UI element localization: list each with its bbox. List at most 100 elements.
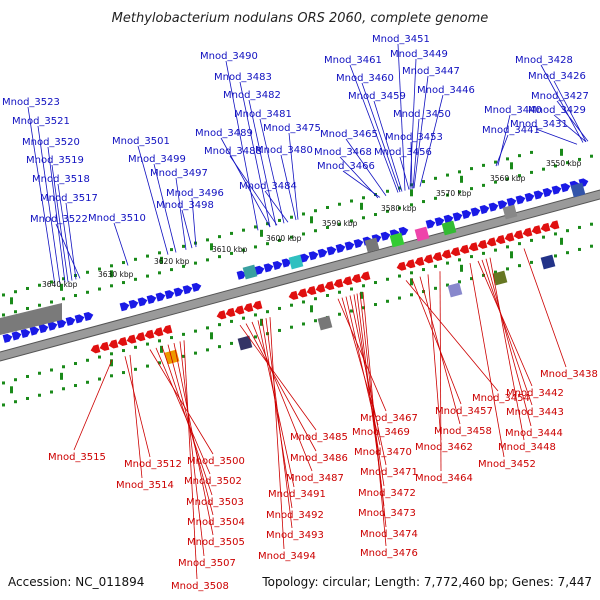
- reverse-gene-arrow: [405, 259, 416, 269]
- leader-line: [239, 324, 317, 431]
- kbp-tick-label: 3580 kbp: [381, 204, 417, 213]
- feature-block: [364, 237, 380, 253]
- tick-dot: [146, 342, 149, 346]
- gene-label-bottom: Mnod_3514: [116, 480, 174, 491]
- gene-label-top: Mnod_3431: [510, 119, 568, 130]
- tick-dot: [182, 354, 185, 358]
- tick-dot: [506, 267, 509, 271]
- gene-label-bottom: Mnod_3462: [415, 442, 473, 453]
- forward-gene-arrow: [425, 219, 436, 229]
- reverse-gene-arrow: [531, 225, 542, 235]
- leader-line: [373, 100, 403, 192]
- tick-dot: [350, 309, 353, 313]
- leader-line: [556, 100, 589, 142]
- tick-dot: [530, 260, 533, 264]
- tick-dot: [554, 254, 557, 258]
- kbp-tick-label: 3620 kbp: [154, 257, 190, 266]
- gene-label-top: Mnod_3428: [515, 55, 573, 66]
- feature-block: [492, 270, 508, 286]
- forward-gene-arrow: [74, 314, 85, 324]
- reverse-gene-arrow: [540, 222, 551, 232]
- tick-dot: [266, 310, 269, 314]
- reverse-gene-arrow: [126, 334, 137, 344]
- gene-label-top: Mnod_3459: [348, 91, 406, 102]
- tick-dot: [350, 287, 353, 291]
- reverse-gene-arrow: [513, 230, 524, 240]
- tick-dot: [410, 271, 413, 275]
- reverse-gene-arrow: [297, 288, 308, 298]
- leader-line: [264, 190, 289, 223]
- reverse-gene-arrow: [432, 251, 443, 262]
- leader-line: [191, 197, 197, 248]
- tick-dot: [170, 336, 173, 340]
- forward-gene-arrow: [479, 205, 490, 215]
- tick-dot: [326, 225, 329, 229]
- tick-dot: [350, 199, 353, 203]
- tick-dot: [266, 222, 269, 226]
- feature-block: [502, 204, 518, 220]
- leader-line: [27, 106, 56, 286]
- reverse-gene-arrow: [549, 220, 560, 230]
- tick-dot: [218, 235, 221, 239]
- tick-dot: [242, 248, 245, 252]
- reverse-gene-arrow: [108, 339, 119, 349]
- feature-block: [570, 182, 586, 198]
- tick-dot: [338, 222, 341, 226]
- reverse-gene-arrow: [468, 242, 479, 252]
- gene-label-top: Mnod_3461: [324, 55, 382, 66]
- tick-dot: [38, 283, 41, 287]
- gene-label-top: Mnod_3496: [166, 188, 224, 199]
- tick-dot: [506, 177, 509, 181]
- feature-block: [317, 315, 333, 331]
- forward-gene-arrow: [506, 197, 517, 207]
- tick-dot: [590, 154, 593, 158]
- major-tick: [60, 372, 63, 380]
- tick-dot: [50, 390, 53, 394]
- gene-label-top: Mnod_3453: [385, 132, 443, 143]
- tick-dot: [110, 264, 113, 268]
- major-tick: [460, 175, 463, 183]
- tick-dot: [398, 206, 401, 210]
- leader-line: [410, 141, 413, 189]
- tick-dot: [458, 280, 461, 284]
- tick-dot: [278, 218, 281, 222]
- leader-line: [280, 154, 297, 221]
- feature-block: [441, 220, 457, 236]
- tick-dot: [542, 167, 545, 171]
- tick-dot: [14, 310, 17, 314]
- reverse-gene-arrow: [306, 286, 317, 296]
- tick-dot: [518, 242, 521, 246]
- forward-gene-arrow: [452, 212, 463, 222]
- feature-block: [447, 282, 463, 298]
- tick-dot: [338, 312, 341, 316]
- gene-label-bottom: Mnod_3474: [360, 529, 418, 540]
- major-tick: [560, 237, 563, 245]
- leader-line: [405, 280, 499, 392]
- tick-dot: [302, 232, 305, 236]
- leader-line: [489, 257, 525, 441]
- forward-gene-arrow: [83, 311, 94, 321]
- tick-dot: [230, 251, 233, 255]
- tick-dot: [482, 273, 485, 277]
- tick-dot: [110, 374, 113, 378]
- forward-gene-arrow: [560, 183, 571, 193]
- tick-dot: [62, 387, 65, 391]
- gene-label-bottom: Mnod_3471: [360, 467, 418, 478]
- gene-label-top: Mnod_3482: [223, 90, 281, 101]
- leader-line: [439, 271, 442, 472]
- tick-dot: [326, 293, 329, 297]
- leader-line: [251, 321, 313, 472]
- feature-block: [288, 254, 304, 270]
- tick-dot: [206, 326, 209, 330]
- tick-dot: [278, 238, 281, 242]
- forward-gene-arrow: [119, 302, 130, 312]
- tick-dot: [98, 377, 101, 381]
- gene-label-top: Mnod_3447: [402, 66, 460, 77]
- gene-label-bottom: Mnod_3505: [187, 537, 245, 548]
- tick-dot: [26, 396, 29, 400]
- tick-dot: [518, 154, 521, 158]
- tick-dot: [86, 380, 89, 384]
- major-tick: [310, 216, 313, 224]
- gene-label-top: Mnod_3475: [263, 123, 321, 134]
- forward-gene-arrow: [38, 324, 49, 334]
